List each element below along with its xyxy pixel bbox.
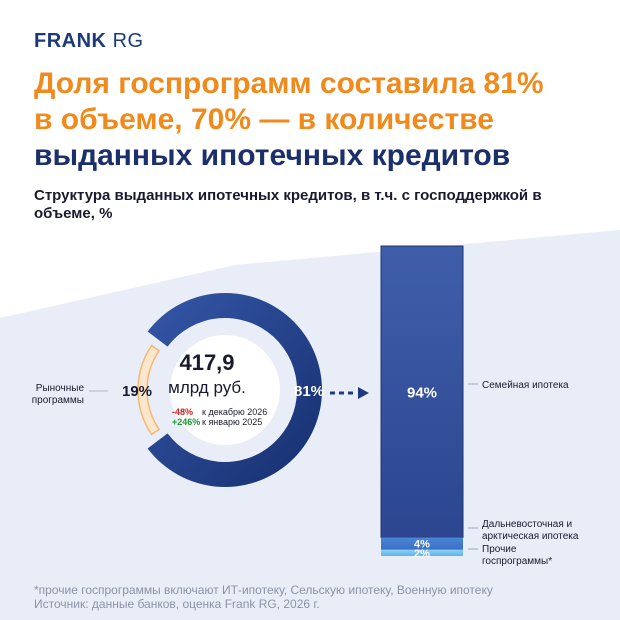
change-january-label: к январю 2025: [202, 417, 262, 427]
bar-segment-family: [380, 245, 464, 538]
legend-other-label-2: госпрограммы*: [482, 556, 552, 567]
stacked-bar: 94% 4%2%: [380, 245, 464, 560]
donut-chart: 81% 19%: [122, 292, 324, 487]
legend-fareast-label-2: арктическая ипотека: [482, 531, 579, 542]
bar-label-family: 94%: [407, 385, 437, 402]
donut-center-unit: млрд руб.: [168, 378, 246, 397]
chart-title: Структура выданных ипотечных кредитов, в…: [34, 187, 542, 222]
donut-label-market-programs: 19%: [122, 383, 152, 400]
footnote-line-1: *прочие госпрограммы включают ИТ-ипотеку…: [34, 583, 493, 597]
brand-name-bold: FRANK: [34, 30, 107, 52]
brand-logo: FRANK RG: [34, 30, 144, 53]
bar-segment-fareast: [381, 537, 463, 550]
brand-name-light: RG: [112, 30, 144, 52]
headline: Доля госпрограмм составила 81% в объеме,…: [34, 66, 594, 174]
donut-slice-market-programs: [137, 344, 161, 436]
bar-label-other: 2%: [414, 548, 430, 560]
market-programs-label-2: программы: [32, 395, 84, 406]
footnote: *прочие госпрограммы включают ИТ-ипотеку…: [34, 583, 493, 611]
legend-other-label-1: Прочие: [482, 544, 517, 555]
legend-fareast-label-1: Дальневосточная и: [482, 519, 572, 530]
change-january-value: +246%: [172, 417, 200, 427]
connector-arrow-head: [358, 387, 369, 399]
donut-center: [170, 335, 280, 445]
legend-family-label: Семейная ипотека: [482, 380, 569, 391]
change-december-value: -48%: [172, 407, 193, 417]
donut-label-gov-programs: 81%: [294, 383, 324, 400]
donut-slice-gov-programs: [147, 292, 323, 487]
footnote-line-2: Источник: данные банков, оценка Frank RG…: [34, 597, 320, 611]
bar-segment-other: [381, 549, 463, 556]
bar-label-fareast: 4%: [414, 539, 430, 551]
headline-line-3: выданных ипотечных кредитов: [34, 139, 511, 172]
donut-center-value: 417,9: [179, 350, 234, 375]
headline-line-1: Доля госпрограмм составила 81%: [34, 67, 544, 100]
market-programs-label-1: Рыночные: [36, 383, 85, 394]
headline-line-2: в объеме, 70% — в количестве: [34, 103, 494, 136]
change-december-label: к декабрю 2026: [202, 407, 267, 417]
